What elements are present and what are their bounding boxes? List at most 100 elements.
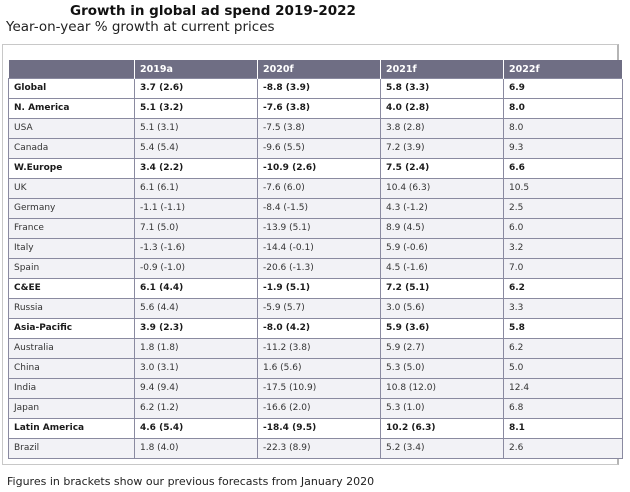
header-cell-2019a: 2019a xyxy=(134,60,258,79)
value-2020f-cell: -14.4 (-0.1) xyxy=(257,238,381,259)
header-cell-2022f: 2022f xyxy=(503,60,623,79)
value-2022f-cell: 12.4 xyxy=(503,378,623,399)
table-row: Russia 5.6 (4.4) -5.9 (5.7) 3.0 (5.6) 3.3 xyxy=(8,298,623,319)
value-2019a-cell: 3.9 (2.3) xyxy=(134,318,258,339)
value-2022f-cell: 6.9 xyxy=(503,78,623,99)
region-cell: Italy xyxy=(8,238,135,259)
table-body: Global 3.7 (2.6) -8.8 (3.9) 5.8 (3.3) 6.9 N. … xyxy=(8,78,623,459)
value-2020f-cell: -13.9 (5.1) xyxy=(257,218,381,239)
region-cell: India xyxy=(8,378,135,399)
value-2021f-cell: 8.9 (4.5) xyxy=(380,218,504,239)
value-2019a-cell: 3.0 (3.1) xyxy=(134,358,258,379)
region-cell: France xyxy=(8,218,135,239)
ad-spend-table: 2019a 2020f 2021f 2022f Global 3.7 (2.6) -… xyxy=(8,60,623,459)
table-row: China 3.0 (3.1) 1.6 (5.6) 5.3 (5.0) 5.0 xyxy=(8,358,623,379)
value-2020f-cell: -5.9 (5.7) xyxy=(257,298,381,319)
region-cell: China xyxy=(8,358,135,379)
value-2019a-cell: 7.1 (5.0) xyxy=(134,218,258,239)
header-cell-region xyxy=(8,60,135,79)
value-2021f-cell: 5.9 (2.7) xyxy=(380,338,504,359)
value-2022f-cell: 2.5 xyxy=(503,198,623,219)
value-2021f-cell: 10.4 (6.3) xyxy=(380,178,504,199)
value-2019a-cell: -0.9 (-1.0) xyxy=(134,258,258,279)
value-2019a-cell: 6.1 (6.1) xyxy=(134,178,258,199)
value-2019a-cell: 5.1 (3.1) xyxy=(134,118,258,139)
value-2021f-cell: 10.2 (6.3) xyxy=(380,418,504,439)
value-2022f-cell: 5.8 xyxy=(503,318,623,339)
table-row: Japan 6.2 (1.2) -16.6 (2.0) 5.3 (1.0) 6.8 xyxy=(8,398,623,419)
value-2021f-cell: 4.5 (-1.6) xyxy=(380,258,504,279)
value-2020f-cell: -18.4 (9.5) xyxy=(257,418,381,439)
table-row: Global 3.7 (2.6) -8.8 (3.9) 5.8 (3.3) 6.9 xyxy=(8,78,623,99)
region-cell: Australia xyxy=(8,338,135,359)
header-cell-2021f: 2021f xyxy=(380,60,504,79)
value-2021f-cell: 4.3 (-1.2) xyxy=(380,198,504,219)
region-cell: C&EE xyxy=(8,278,135,299)
table-row: W.Europe 3.4 (2.2) -10.9 (2.6) 7.5 (2.4) 6.6 xyxy=(8,158,623,179)
value-2022f-cell: 6.6 xyxy=(503,158,623,179)
region-cell: Russia xyxy=(8,298,135,319)
table-row: USA 5.1 (3.1) -7.5 (3.8) 3.8 (2.8) 8.0 xyxy=(8,118,623,139)
value-2020f-cell: -11.2 (3.8) xyxy=(257,338,381,359)
region-cell: Spain xyxy=(8,258,135,279)
value-2022f-cell: 2.6 xyxy=(503,438,623,459)
value-2020f-cell: -10.9 (2.6) xyxy=(257,158,381,179)
table-row: N. America 5.1 (3.2) -7.6 (3.8) 4.0 (2.8) 8.… xyxy=(8,98,623,119)
table-row: Spain -0.9 (-1.0) -20.6 (-1.3) 4.5 (-1.6) 7.… xyxy=(8,258,623,279)
value-2019a-cell: -1.3 (-1.6) xyxy=(134,238,258,259)
value-2022f-cell: 6.2 xyxy=(503,338,623,359)
value-2019a-cell: 1.8 (1.8) xyxy=(134,338,258,359)
value-2021f-cell: 7.2 (3.9) xyxy=(380,138,504,159)
value-2020f-cell: -20.6 (-1.3) xyxy=(257,258,381,279)
region-cell: USA xyxy=(8,118,135,139)
value-2021f-cell: 4.0 (2.8) xyxy=(380,98,504,119)
value-2019a-cell: 5.6 (4.4) xyxy=(134,298,258,319)
value-2019a-cell: 6.2 (1.2) xyxy=(134,398,258,419)
value-2019a-cell: 4.6 (5.4) xyxy=(134,418,258,439)
value-2022f-cell: 5.0 xyxy=(503,358,623,379)
value-2020f-cell: -9.6 (5.5) xyxy=(257,138,381,159)
value-2019a-cell: 5.1 (3.2) xyxy=(134,98,258,119)
region-cell: W.Europe xyxy=(8,158,135,179)
value-2019a-cell: 5.4 (5.4) xyxy=(134,138,258,159)
value-2021f-cell: 7.5 (2.4) xyxy=(380,158,504,179)
region-cell: Brazil xyxy=(8,438,135,459)
value-2019a-cell: 6.1 (4.4) xyxy=(134,278,258,299)
value-2020f-cell: 1.6 (5.6) xyxy=(257,358,381,379)
document-title: Growth in global ad spend 2019-2022 xyxy=(70,3,356,19)
value-2020f-cell: -8.4 (-1.5) xyxy=(257,198,381,219)
value-2021f-cell: 5.9 (3.6) xyxy=(380,318,504,339)
region-cell: Asia-Pacific xyxy=(8,318,135,339)
value-2019a-cell: 9.4 (9.4) xyxy=(134,378,258,399)
value-2020f-cell: -7.6 (3.8) xyxy=(257,98,381,119)
value-2022f-cell: 8.0 xyxy=(503,118,623,139)
table-row: Brazil 1.8 (4.0) -22.3 (8.9) 5.2 (3.4) 2.6 xyxy=(8,438,623,459)
table-row: C&EE 6.1 (4.4) -1.9 (5.1) 7.2 (5.1) 6.2 xyxy=(8,278,623,299)
value-2022f-cell: 9.3 xyxy=(503,138,623,159)
value-2022f-cell: 8.1 xyxy=(503,418,623,439)
value-2020f-cell: -7.6 (6.0) xyxy=(257,178,381,199)
table-row: UK 6.1 (6.1) -7.6 (6.0) 10.4 (6.3) 10.5 xyxy=(8,178,623,199)
table-header-row: 2019a 2020f 2021f 2022f xyxy=(8,60,623,79)
value-2021f-cell: 5.9 (-0.6) xyxy=(380,238,504,259)
value-2019a-cell: -1.1 (-1.1) xyxy=(134,198,258,219)
table-row: Germany -1.1 (-1.1) -8.4 (-1.5) 4.3 (-1.2) 2… xyxy=(8,198,623,219)
value-2022f-cell: 6.8 xyxy=(503,398,623,419)
value-2021f-cell: 3.0 (5.6) xyxy=(380,298,504,319)
value-2020f-cell: -16.6 (2.0) xyxy=(257,398,381,419)
region-cell: Japan xyxy=(8,398,135,419)
value-2022f-cell: 6.0 xyxy=(503,218,623,239)
value-2020f-cell: -17.5 (10.9) xyxy=(257,378,381,399)
value-2021f-cell: 5.3 (5.0) xyxy=(380,358,504,379)
region-cell: Latin America xyxy=(8,418,135,439)
table-row: Asia-Pacific 3.9 (2.3) -8.0 (4.2) 5.9 (3.6)… xyxy=(8,318,623,339)
value-2019a-cell: 3.7 (2.6) xyxy=(134,78,258,99)
value-2022f-cell: 10.5 xyxy=(503,178,623,199)
table-row: Latin America 4.6 (5.4) -18.4 (9.5) 10.2 (6… xyxy=(8,418,623,439)
value-2020f-cell: -8.8 (3.9) xyxy=(257,78,381,99)
footnote: Figures in brackets show our previous fo… xyxy=(7,475,375,488)
value-2021f-cell: 5.2 (3.4) xyxy=(380,438,504,459)
value-2019a-cell: 3.4 (2.2) xyxy=(134,158,258,179)
value-2019a-cell: 1.8 (4.0) xyxy=(134,438,258,459)
value-2021f-cell: 5.3 (1.0) xyxy=(380,398,504,419)
